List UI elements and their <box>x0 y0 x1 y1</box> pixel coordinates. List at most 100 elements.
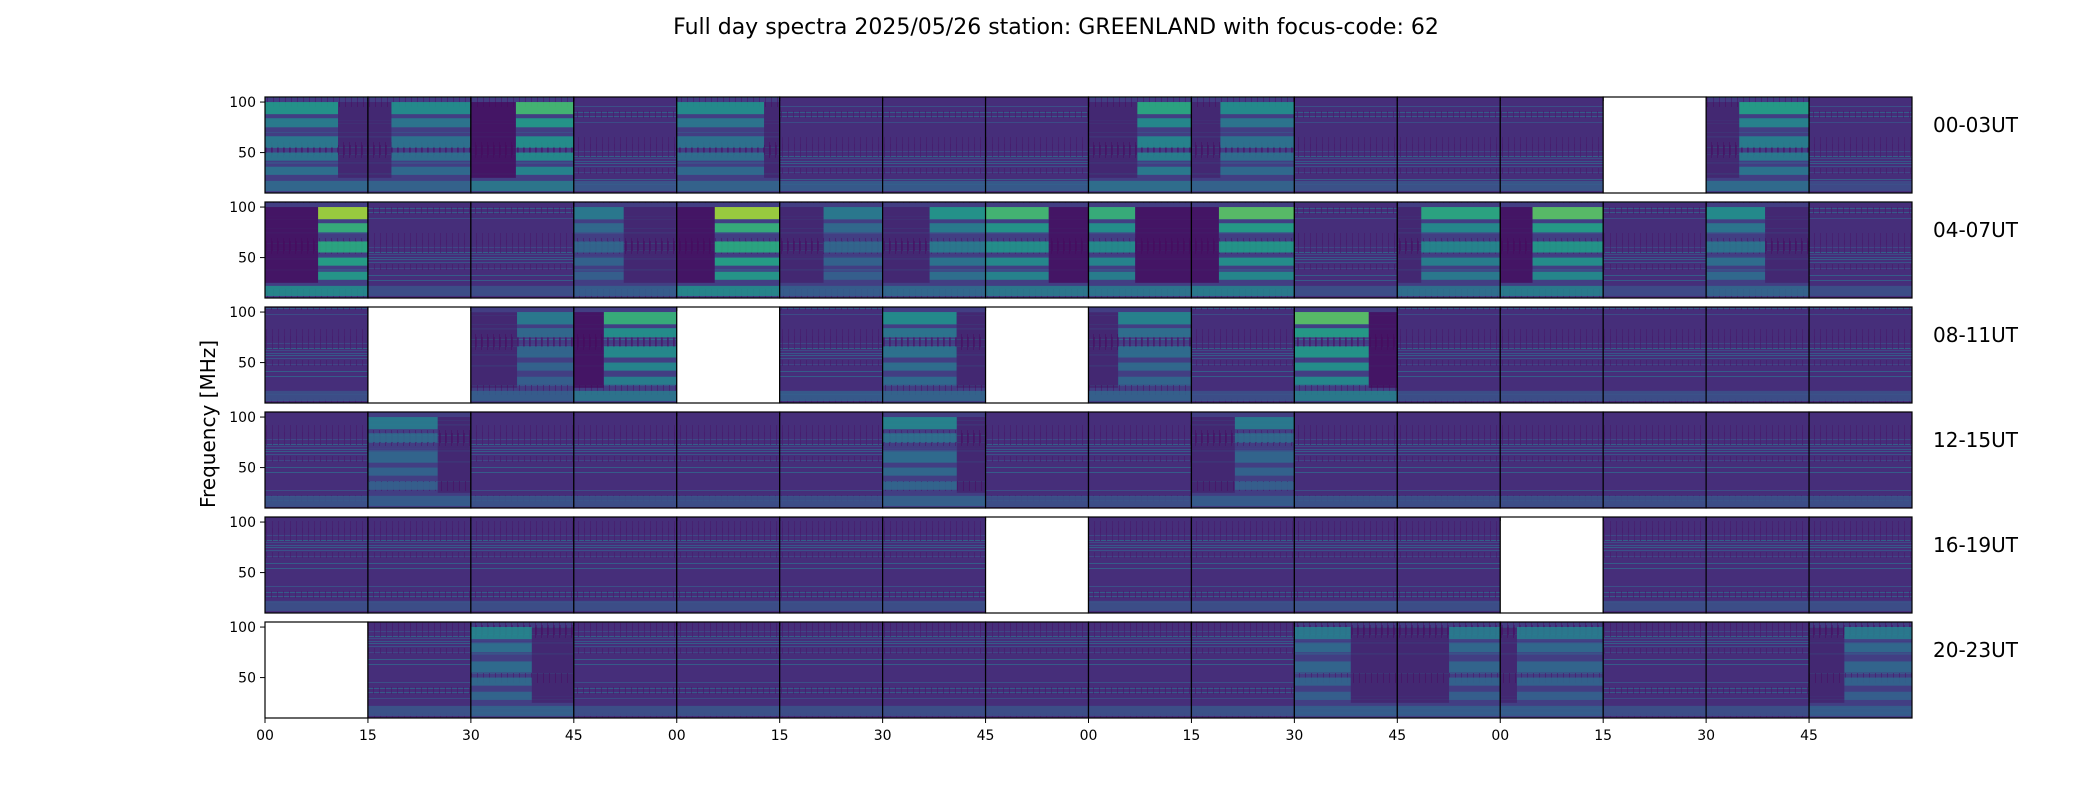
emission-band <box>367 417 438 430</box>
emission-band <box>1088 223 1136 233</box>
empty-panel <box>1500 517 1604 613</box>
spectrum-panel <box>1190 516 1295 614</box>
low-band <box>1397 285 1501 296</box>
panel-background <box>1294 202 1398 298</box>
low-band <box>1500 705 1604 716</box>
low-band <box>573 705 677 716</box>
spectrum-panel <box>573 306 678 404</box>
low-band <box>1809 600 1912 611</box>
spectrum-panel <box>1705 621 1810 719</box>
low-band <box>367 705 471 716</box>
panel-background <box>367 622 471 718</box>
spectrum-panel <box>367 306 472 404</box>
low-band <box>1088 285 1192 296</box>
spectrum-panel <box>367 96 472 194</box>
x-tick-label: 00 <box>256 728 274 744</box>
low-band <box>367 495 471 506</box>
low-band <box>1294 285 1398 296</box>
emission-band <box>1118 346 1192 358</box>
emission-band <box>985 271 1049 280</box>
spectrum-panel <box>1602 306 1707 404</box>
spectrum-panel <box>1087 306 1193 404</box>
emission-band <box>1516 691 1604 700</box>
quiet-region <box>1191 102 1221 178</box>
emission-band <box>1137 102 1192 115</box>
low-band <box>1191 495 1295 506</box>
low-band <box>1603 705 1707 716</box>
emission-band <box>823 223 883 233</box>
spectra-row: 50 100 16-19UT <box>229 515 2019 614</box>
emission-band <box>1118 312 1192 325</box>
emission-band <box>1516 677 1604 686</box>
panel-frame <box>1808 516 1913 614</box>
quiet-region <box>338 102 368 178</box>
panel-background <box>1397 412 1501 508</box>
emission-band <box>676 166 765 175</box>
low-band <box>1397 180 1501 191</box>
spectrum-panel <box>1396 516 1501 614</box>
low-band <box>1294 705 1398 716</box>
panel-frame <box>1808 621 1913 719</box>
emission-band <box>603 362 677 371</box>
emission-band <box>929 207 986 220</box>
panel-background <box>1706 412 1810 508</box>
emission-band <box>1137 152 1192 161</box>
low-band <box>1191 180 1295 191</box>
low-band <box>1191 705 1295 716</box>
row-time-label: 20-23UT <box>1933 638 2019 662</box>
emission-band <box>1844 661 1912 673</box>
low-band <box>573 495 677 506</box>
low-band <box>367 285 471 296</box>
low-band <box>1294 390 1398 401</box>
spectra-row: 50 100 12-15UT <box>229 410 2019 509</box>
low-band <box>1809 390 1912 401</box>
emission-band <box>391 152 471 161</box>
emission-band <box>391 136 471 148</box>
emission-band <box>985 207 1049 220</box>
y-tick-label: 50 <box>238 461 256 477</box>
emission-band <box>1449 643 1501 653</box>
emission-band <box>367 433 438 443</box>
low-band <box>1397 495 1501 506</box>
emission-band <box>573 257 624 266</box>
spectrum-panel <box>1808 621 1913 719</box>
low-band <box>265 600 368 611</box>
spectrum-panel <box>779 96 884 194</box>
panel-background <box>1706 517 1810 613</box>
panel-background <box>1603 307 1707 403</box>
emission-band <box>391 118 471 128</box>
row-time-label: 04-07UT <box>1933 218 2019 242</box>
spectrum-panel <box>1293 201 1398 299</box>
low-band <box>779 390 883 401</box>
quiet-region <box>470 102 516 178</box>
emission-band <box>1844 677 1912 686</box>
low-band <box>985 705 1089 716</box>
panel-background <box>985 97 1089 193</box>
low-band <box>1603 600 1707 611</box>
y-tick-label: 100 <box>229 305 256 321</box>
spectrum-panel <box>264 201 369 299</box>
spectrum-panel <box>882 516 987 614</box>
low-band <box>573 600 677 611</box>
low-band <box>1088 180 1192 191</box>
spectrum-panel <box>1602 96 1707 194</box>
emission-band <box>318 241 368 253</box>
low-band <box>265 495 368 506</box>
emission-band <box>1739 136 1810 148</box>
spectrum-panel <box>1705 516 1810 614</box>
emission-band <box>714 257 780 266</box>
panel-background <box>1397 97 1501 193</box>
low-band <box>676 180 780 191</box>
panel-background <box>1088 622 1192 718</box>
quiet-region <box>1368 312 1398 388</box>
emission-band <box>1739 102 1810 115</box>
emission-band <box>985 223 1049 233</box>
emission-band <box>603 328 677 338</box>
quiet-region <box>531 627 574 703</box>
emission-band <box>1234 433 1295 443</box>
emission-band <box>1532 207 1604 220</box>
spectrum-panel <box>1499 516 1604 614</box>
emission-band <box>1294 376 1369 385</box>
panel-background <box>882 622 986 718</box>
emission-band <box>676 102 765 115</box>
